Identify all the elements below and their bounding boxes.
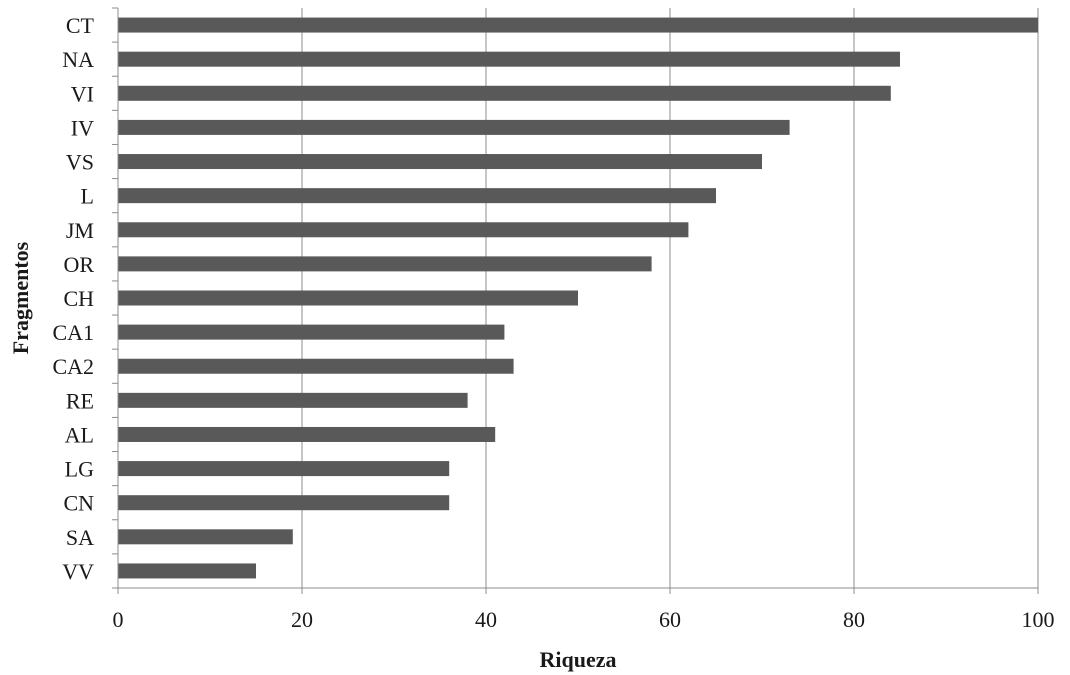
y-tick-label-l: L xyxy=(81,184,94,209)
y-tick-label-al: AL xyxy=(65,422,94,447)
gridlines xyxy=(301,8,1039,588)
axes xyxy=(112,7,1039,594)
y-tick-label-iv: IV xyxy=(71,115,94,140)
bar-al xyxy=(118,426,496,442)
bar-na xyxy=(118,51,900,67)
bar-re xyxy=(118,392,468,408)
x-tick-label-60: 60 xyxy=(659,607,681,632)
y-tick-label-re: RE xyxy=(66,388,94,413)
y-axis-title: Fragmentos xyxy=(8,241,33,354)
x-axis-title: Riqueza xyxy=(540,647,617,672)
bar-jm xyxy=(118,222,689,238)
bar-vs xyxy=(118,154,762,170)
bar-vi xyxy=(118,85,891,101)
x-tick-labels: 0 20 40 60 80 100 xyxy=(113,607,1055,632)
bar-lg xyxy=(118,461,450,477)
y-tick-label-sa: SA xyxy=(66,525,94,550)
y-tick-label-vv: VV xyxy=(62,559,94,584)
y-tick-label-vi: VI xyxy=(71,81,94,106)
y-tick-label-or: OR xyxy=(63,252,94,277)
bar-vv xyxy=(118,563,256,579)
bar-ca2 xyxy=(118,358,514,374)
x-tick-label-20: 20 xyxy=(291,607,313,632)
y-tick-label-na: NA xyxy=(62,47,94,72)
x-tick-label-100: 100 xyxy=(1022,607,1055,632)
y-tick-label-ct: CT xyxy=(66,13,95,38)
x-tick-label-80: 80 xyxy=(843,607,865,632)
bar-sa xyxy=(118,529,293,545)
bar-l xyxy=(118,188,716,204)
bar-ca1 xyxy=(118,324,505,340)
y-tick-label-lg: LG xyxy=(65,457,94,482)
bars xyxy=(118,17,1038,579)
x-tick-label-0: 0 xyxy=(113,607,124,632)
bar-or xyxy=(118,256,652,272)
y-tick-label-cn: CN xyxy=(63,491,94,516)
y-tick-label-ca2: CA2 xyxy=(52,354,94,379)
x-tick-label-40: 40 xyxy=(475,607,497,632)
y-tick-label-ch: CH xyxy=(63,286,94,311)
y-tick-labels: CT NA VI IV VS L JM OR CH CA1 CA2 RE AL LG CN SA VV xyxy=(52,13,94,584)
y-tick-label-ca1: CA1 xyxy=(52,320,94,345)
bar-iv xyxy=(118,119,790,135)
bar-ct xyxy=(118,17,1038,33)
bar-cn xyxy=(118,495,450,511)
y-tick-label-jm: JM xyxy=(66,218,94,243)
y-tick-label-vs: VS xyxy=(66,150,94,175)
bar-ch xyxy=(118,290,578,306)
